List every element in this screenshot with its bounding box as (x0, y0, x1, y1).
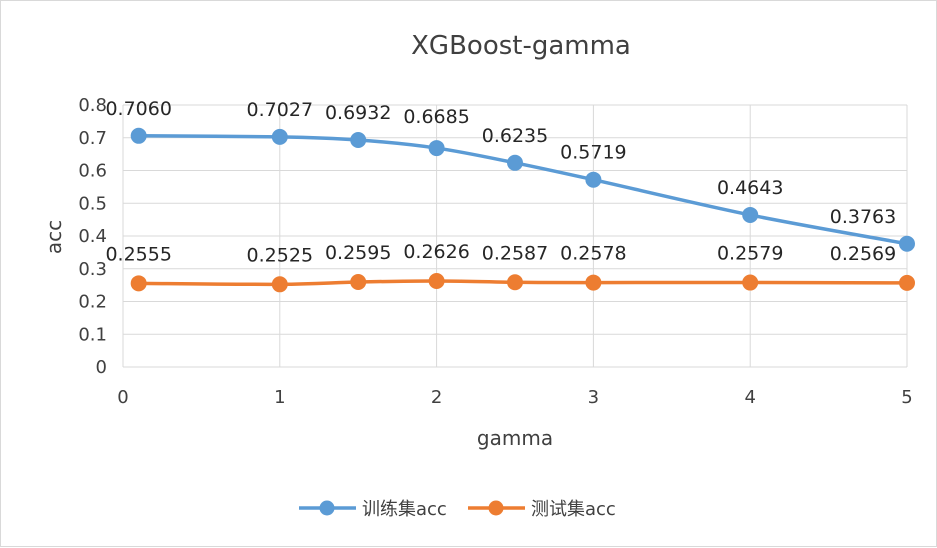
data-point (271, 128, 288, 145)
data-point (899, 235, 915, 252)
data-point (742, 274, 759, 291)
y-tick-label: 0.2 (78, 292, 107, 313)
data-label: 0.2578 (560, 243, 626, 265)
data-point (742, 206, 759, 223)
data-label: 0.6235 (482, 125, 548, 147)
legend-marker (319, 500, 335, 516)
legend-label: 测试集acc (531, 499, 616, 520)
data-label: 0.7060 (105, 98, 171, 120)
data-label: 0.7027 (247, 99, 313, 121)
data-point (507, 154, 523, 171)
chart-title: XGBoost-gamma (411, 31, 631, 61)
x-tick-label: 1 (274, 387, 285, 408)
data-point (130, 127, 147, 144)
data-label: 0.2555 (105, 243, 171, 265)
data-label: 0.3763 (830, 206, 896, 228)
x-tick-label: 2 (431, 387, 442, 408)
x-tick-label: 3 (588, 387, 599, 408)
data-point (350, 274, 367, 291)
y-tick-label: 0.8 (78, 95, 107, 116)
series-layer (130, 127, 915, 293)
data-point (428, 272, 445, 289)
y-axis-label: acc (42, 220, 66, 254)
data-label: 0.2525 (247, 244, 313, 266)
data-point (271, 276, 288, 293)
legend-label: 训练集acc (362, 499, 447, 520)
legend-marker (488, 500, 504, 516)
data-label: 0.4643 (717, 177, 783, 199)
y-tick-label: 0.7 (78, 128, 107, 149)
y-tick-label: 0 (96, 357, 107, 378)
data-point (350, 131, 367, 148)
y-tick-label: 0.6 (78, 161, 107, 182)
x-tick-label: 5 (901, 387, 912, 408)
data-point (428, 140, 445, 157)
x-axis-label: gamma (477, 426, 553, 450)
data-label: 0.2595 (325, 242, 391, 264)
data-label: 0.2579 (717, 243, 783, 265)
data-point (130, 275, 147, 292)
data-point (585, 274, 602, 291)
data-labels: 0.7060 0.7027 0.6932 0.6685 0.6235 0.5719 0.46… (105, 98, 896, 267)
data-label: 0.6932 (325, 102, 391, 124)
x-tick-label: 4 (744, 387, 755, 408)
y-tick-label: 0.4 (78, 226, 107, 247)
data-label: 0.2587 (482, 242, 548, 264)
legend: 训练集acc 测试集acc (299, 499, 616, 520)
y-tick-label: 0.5 (78, 193, 107, 214)
series-line-1 (138, 134, 908, 246)
x-tick-labels: 0 1 2 3 4 5 (117, 387, 912, 408)
data-label: 0.2569 (830, 243, 896, 265)
data-label: 0.6685 (403, 106, 469, 128)
y-tick-label: 0.3 (78, 259, 107, 280)
x-tick-label: 0 (117, 387, 128, 408)
data-label: 0.5719 (560, 142, 626, 164)
data-point (585, 171, 602, 188)
y-tick-labels: 0 0.1 0.2 0.3 0.4 0.5 0.6 0.7 0.8 (78, 95, 107, 378)
data-label: 0.2626 (403, 241, 469, 263)
data-point (899, 274, 915, 291)
data-point (507, 274, 523, 291)
y-tick-label: 0.1 (78, 324, 107, 345)
